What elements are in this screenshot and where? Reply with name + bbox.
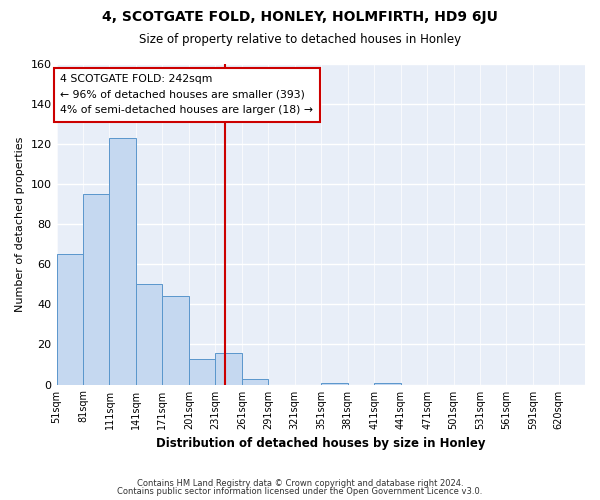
Text: Contains public sector information licensed under the Open Government Licence v3: Contains public sector information licen… bbox=[118, 487, 482, 496]
Bar bbox=[56, 254, 83, 384]
Text: 4, SCOTGATE FOLD, HONLEY, HOLMFIRTH, HD9 6JU: 4, SCOTGATE FOLD, HONLEY, HOLMFIRTH, HD9… bbox=[102, 10, 498, 24]
Text: 4 SCOTGATE FOLD: 242sqm
← 96% of detached houses are smaller (393)
4% of semi-de: 4 SCOTGATE FOLD: 242sqm ← 96% of detache… bbox=[60, 74, 313, 115]
Text: Size of property relative to detached houses in Honley: Size of property relative to detached ho… bbox=[139, 32, 461, 46]
Bar bbox=[163, 296, 189, 384]
Bar bbox=[109, 138, 136, 384]
Bar bbox=[374, 382, 401, 384]
Bar bbox=[215, 352, 242, 384]
Y-axis label: Number of detached properties: Number of detached properties bbox=[15, 136, 25, 312]
Bar bbox=[321, 382, 347, 384]
Bar bbox=[189, 358, 215, 384]
X-axis label: Distribution of detached houses by size in Honley: Distribution of detached houses by size … bbox=[156, 437, 485, 450]
Bar bbox=[242, 378, 268, 384]
Bar bbox=[83, 194, 109, 384]
Bar bbox=[136, 284, 163, 384]
Text: Contains HM Land Registry data © Crown copyright and database right 2024.: Contains HM Land Registry data © Crown c… bbox=[137, 478, 463, 488]
